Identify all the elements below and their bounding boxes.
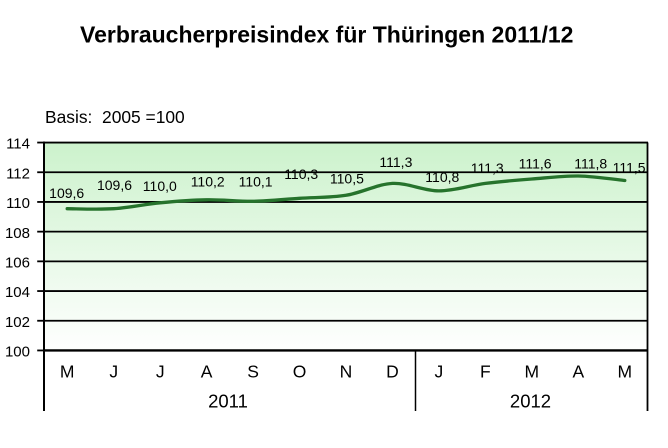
svg-text:108: 108 <box>5 225 30 242</box>
svg-text:100: 100 <box>5 344 30 361</box>
svg-text:111,3: 111,3 <box>471 160 504 176</box>
svg-text:112: 112 <box>6 165 30 182</box>
svg-text:102: 102 <box>5 314 30 331</box>
svg-text:O: O <box>293 361 307 381</box>
svg-text:111,6: 111,6 <box>519 156 552 172</box>
svg-text:111,3: 111,3 <box>379 154 412 170</box>
svg-text:J: J <box>109 361 118 381</box>
svg-text:109,6: 109,6 <box>97 177 132 193</box>
svg-text:114: 114 <box>6 136 30 153</box>
svg-text:M: M <box>525 361 540 381</box>
svg-text:110,2: 110,2 <box>191 174 225 190</box>
svg-text:J: J <box>156 361 165 381</box>
svg-text:110,1: 110,1 <box>239 174 273 190</box>
svg-text:110,0: 110,0 <box>143 178 177 194</box>
svg-text:J: J <box>435 361 444 381</box>
svg-text:Basis: 2005 =100: Basis: 2005 =100 <box>45 107 185 127</box>
svg-text:110,8: 110,8 <box>425 169 459 185</box>
svg-text:104: 104 <box>5 284 30 301</box>
svg-text:2012: 2012 <box>510 390 551 411</box>
svg-text:111,8: 111,8 <box>574 156 607 172</box>
svg-text:A: A <box>201 361 213 381</box>
svg-text:F: F <box>480 361 491 381</box>
svg-text:110: 110 <box>6 195 30 212</box>
svg-text:D: D <box>386 361 399 381</box>
svg-text:110,3: 110,3 <box>284 166 318 182</box>
svg-text:110,5: 110,5 <box>330 171 364 187</box>
svg-text:106: 106 <box>5 255 30 272</box>
svg-text:109,6: 109,6 <box>49 185 84 201</box>
svg-text:N: N <box>340 361 353 381</box>
svg-text:Verbraucherpreisindex für Thür: Verbraucherpreisindex für Thüringen 2011… <box>80 21 573 47</box>
svg-text:M: M <box>60 361 75 381</box>
svg-text:2011: 2011 <box>208 390 248 411</box>
svg-text:A: A <box>572 361 584 381</box>
svg-text:M: M <box>618 361 633 381</box>
svg-text:S: S <box>247 361 259 381</box>
svg-text:111,5: 111,5 <box>613 159 646 175</box>
